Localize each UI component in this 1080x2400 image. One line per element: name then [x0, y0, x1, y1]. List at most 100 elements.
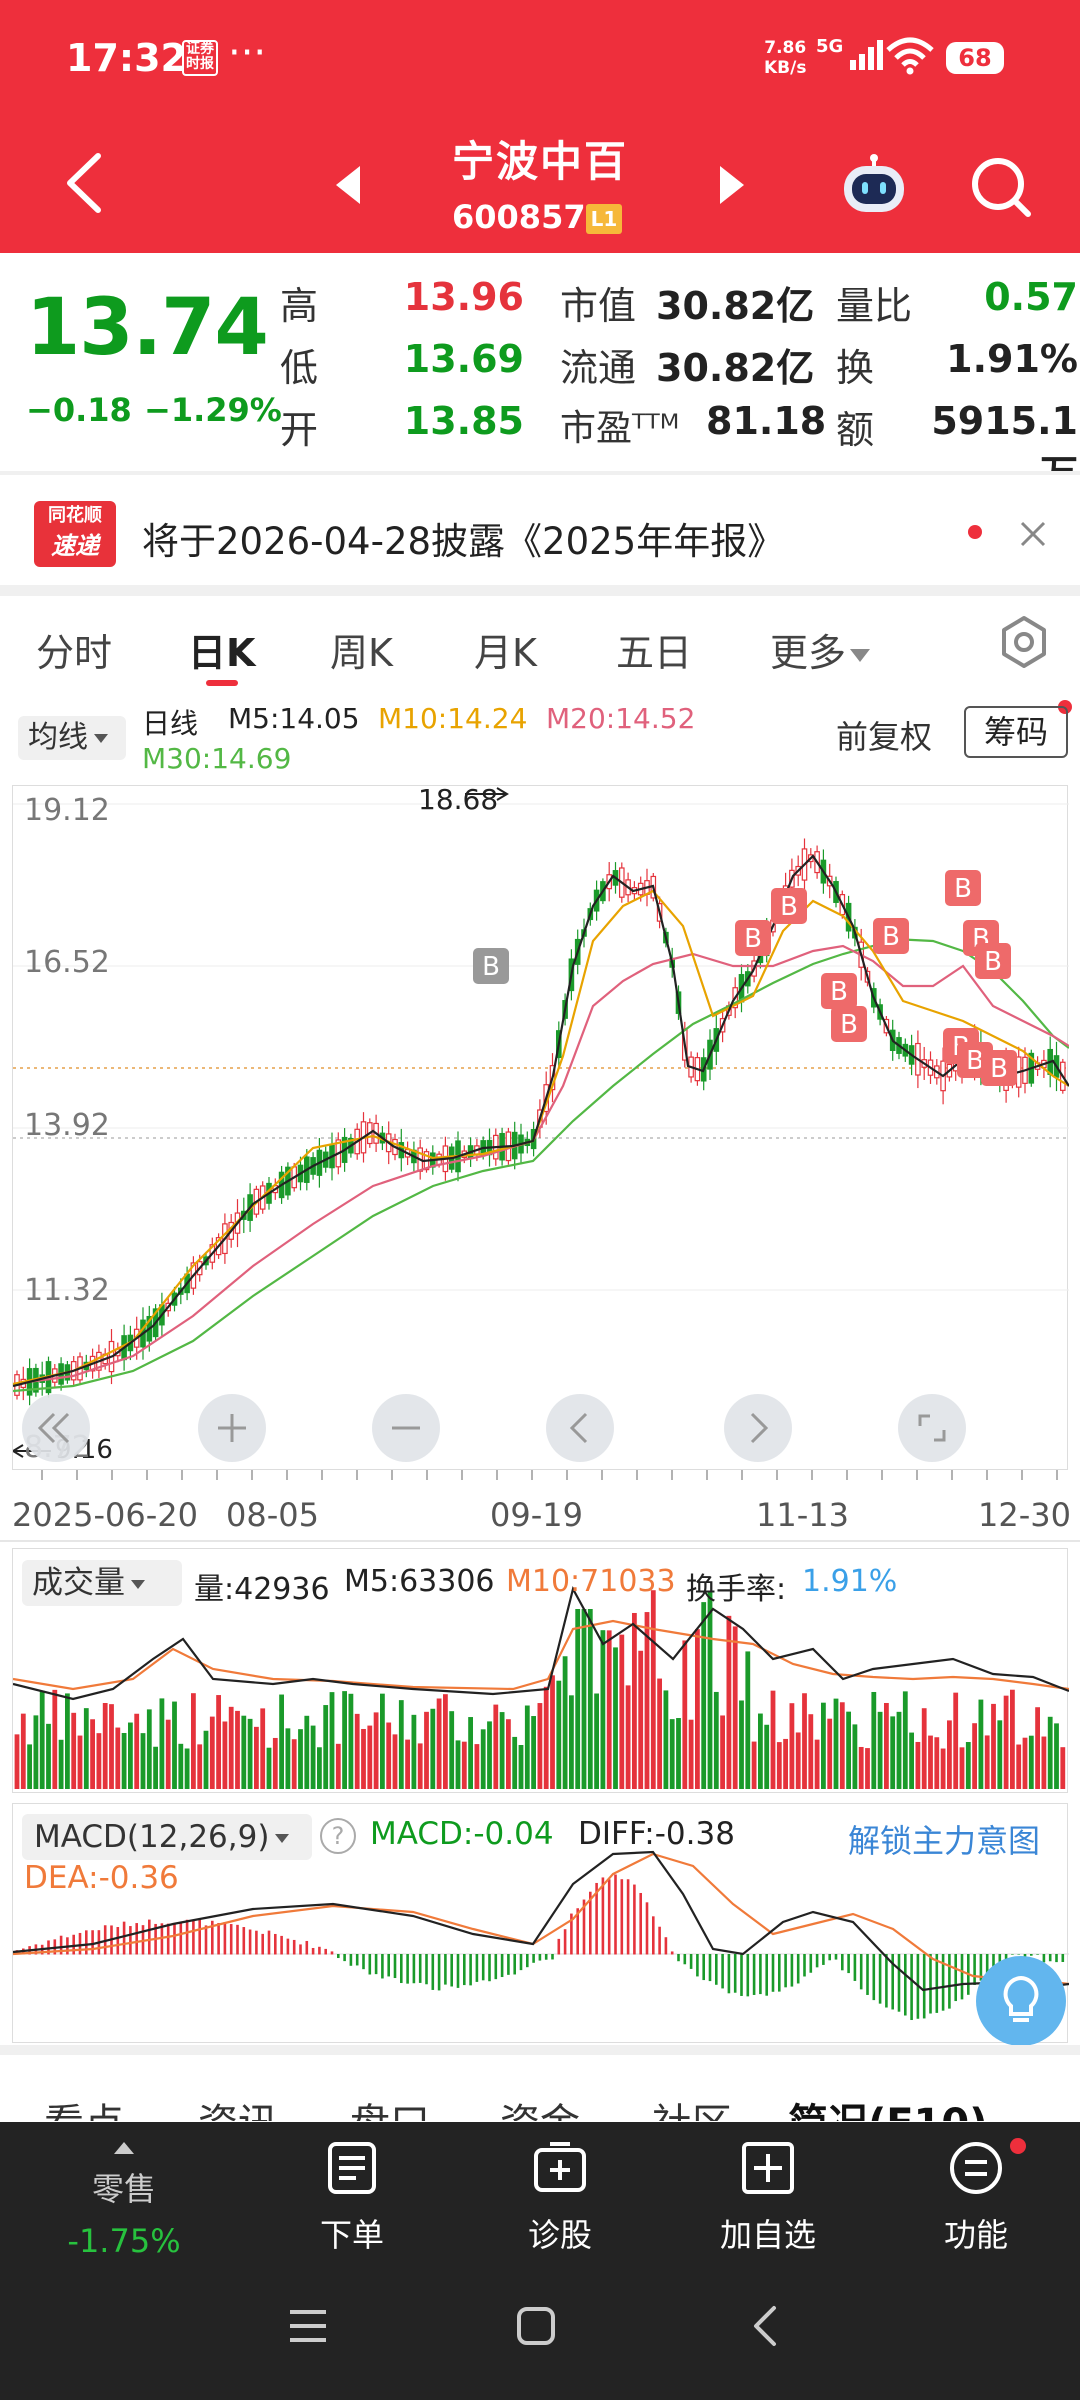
macd-bar — [910, 1954, 913, 2021]
order-label: 下单 — [319, 2216, 384, 2254]
home-icon[interactable] — [514, 2304, 558, 2348]
macd-bar — [733, 1954, 737, 1993]
volume-bar — [58, 1739, 64, 1789]
next-stock-icon[interactable] — [710, 160, 750, 210]
volume-bar — [707, 1591, 713, 1789]
close-icon[interactable] — [1018, 519, 1048, 549]
ai-robot-icon[interactable] — [838, 152, 910, 218]
volume-bar — [1041, 1736, 1047, 1789]
volume-bar — [619, 1634, 625, 1789]
logo-bottom-text: 速递 — [51, 532, 99, 560]
macd-bar — [387, 1954, 390, 1977]
recents-icon[interactable] — [286, 2304, 330, 2348]
macd-bar — [633, 1884, 636, 1955]
macd-svg — [12, 1850, 1070, 2021]
volume-bar — [317, 1747, 322, 1789]
macd-bar — [532, 1954, 535, 1963]
macd-bar — [696, 1954, 699, 1977]
tab-f10[interactable]: 简况(F10) — [788, 2091, 988, 2121]
buy-marker-label: B — [984, 947, 1002, 977]
volume-bar — [858, 1746, 864, 1789]
volume-bar — [802, 1693, 807, 1789]
macd-bar — [179, 1921, 183, 1955]
fullscreen-button[interactable] — [898, 1394, 966, 1462]
macd-bar — [544, 1954, 548, 1960]
buy-marker-label: B — [840, 1010, 858, 1040]
volume-bar — [839, 1702, 845, 1789]
macd-bar — [393, 1954, 397, 1979]
turnover-value: 1.91% — [946, 337, 1078, 381]
add-watchlist-button[interactable]: 加自选 — [698, 2140, 838, 2256]
macd-bar — [444, 1954, 447, 1985]
macd-bar — [324, 1948, 327, 1955]
macd-bar — [834, 1954, 838, 1960]
volume-bar — [959, 1747, 965, 1789]
volume-bar — [783, 1738, 788, 1789]
volratio-value: 0.57 — [984, 275, 1078, 319]
tab-orderbook[interactable]: 盘口 — [350, 2091, 430, 2121]
app-seal-icon: 证券时报 — [182, 40, 218, 76]
scroll-right-button[interactable] — [724, 1394, 792, 1462]
volume-bar — [304, 1715, 310, 1789]
volume-bar — [386, 1722, 392, 1789]
divider — [0, 471, 1080, 475]
macd-bar — [463, 1954, 466, 1986]
tab-weekly-k[interactable]: 周K — [330, 631, 393, 675]
volume-bar — [739, 1700, 744, 1789]
quote-panel: 13.74 −0.18 −1.29% 高 13.96 低 13.69 开 13.… — [0, 253, 1080, 496]
chips-button[interactable]: 筹码 — [964, 706, 1068, 758]
macd-bar — [362, 1954, 365, 1970]
adjust-button[interactable]: 前复权 — [836, 718, 933, 756]
macd-chart[interactable] — [12, 1803, 1070, 2043]
tab-intraday[interactable]: 分时 — [36, 631, 113, 675]
volume-bar — [279, 1694, 284, 1789]
tab-more[interactable]: 更多 — [770, 622, 871, 677]
unlock-main-intent-link[interactable]: 解锁主力意图 — [848, 1822, 1041, 1860]
macd-bar — [330, 1951, 334, 1955]
y-tick: 11.32 — [24, 1273, 110, 1308]
scroll-far-left-button[interactable] — [22, 1394, 90, 1462]
macd-bar — [954, 1954, 957, 2002]
sector-change: -1.75% — [67, 2222, 181, 2260]
signal-icon — [850, 40, 883, 70]
volume-selector[interactable]: 成交量 — [22, 1560, 182, 1606]
zoom-in-button[interactable] — [198, 1394, 266, 1462]
tab-daily-k[interactable]: 日K — [188, 631, 256, 675]
volume-bar — [770, 1690, 776, 1789]
back-icon[interactable] — [60, 148, 110, 218]
volume-chart[interactable] — [12, 1548, 1070, 1793]
volume-bar — [1022, 1737, 1028, 1789]
macd-bar — [311, 1947, 315, 1955]
volume-bar — [468, 1717, 473, 1789]
macd-bar — [299, 1944, 302, 1955]
diagnose-button[interactable]: 诊股 — [490, 2140, 630, 2256]
ma-selector[interactable]: 均线 — [18, 716, 126, 760]
settings-icon[interactable] — [998, 614, 1050, 670]
functions-button[interactable]: 功能 — [906, 2140, 1046, 2256]
kline-chart[interactable]: 18.68 9.16 BBBBBBBBBBBB — [11, 783, 1070, 1470]
sector-item[interactable]: 零售 -1.75% — [54, 2140, 194, 2260]
macd-bar — [217, 1922, 220, 1955]
search-icon[interactable] — [966, 152, 1036, 222]
zoom-out-button[interactable] — [372, 1394, 440, 1462]
prev-stock-icon[interactable] — [330, 160, 370, 210]
hint-button[interactable] — [976, 1956, 1066, 2046]
tab-monthly-k[interactable]: 月K — [474, 631, 537, 675]
tab-five-day[interactable]: 五日 — [616, 631, 693, 675]
info-tabs: 看点 资讯 盘口 资金 社区 简况(F10) — [0, 2055, 1080, 2121]
tab-highlights[interactable]: 看点 — [44, 2091, 124, 2121]
tab-community[interactable]: 社区 — [652, 2091, 732, 2121]
notice-bar[interactable]: 同花顺 速递 将于2026-04-28披露《2025年年报》 — [0, 475, 1080, 585]
volume-bar — [247, 1718, 253, 1789]
y-tick: 19.12 — [24, 793, 110, 828]
tab-news[interactable]: 资讯 — [198, 2091, 278, 2121]
order-button[interactable]: 下单 — [282, 2140, 422, 2256]
volume-bar — [650, 1590, 656, 1789]
volume-bar — [77, 1735, 83, 1789]
macd-selector[interactable]: MACD(12,26,9) — [22, 1814, 312, 1860]
system-back-icon[interactable] — [744, 2304, 788, 2348]
scroll-left-button[interactable] — [546, 1394, 614, 1462]
help-icon[interactable]: ? — [320, 1818, 356, 1854]
tab-funds[interactable]: 资金 — [500, 2091, 580, 2121]
macd-bar — [859, 1954, 863, 1990]
